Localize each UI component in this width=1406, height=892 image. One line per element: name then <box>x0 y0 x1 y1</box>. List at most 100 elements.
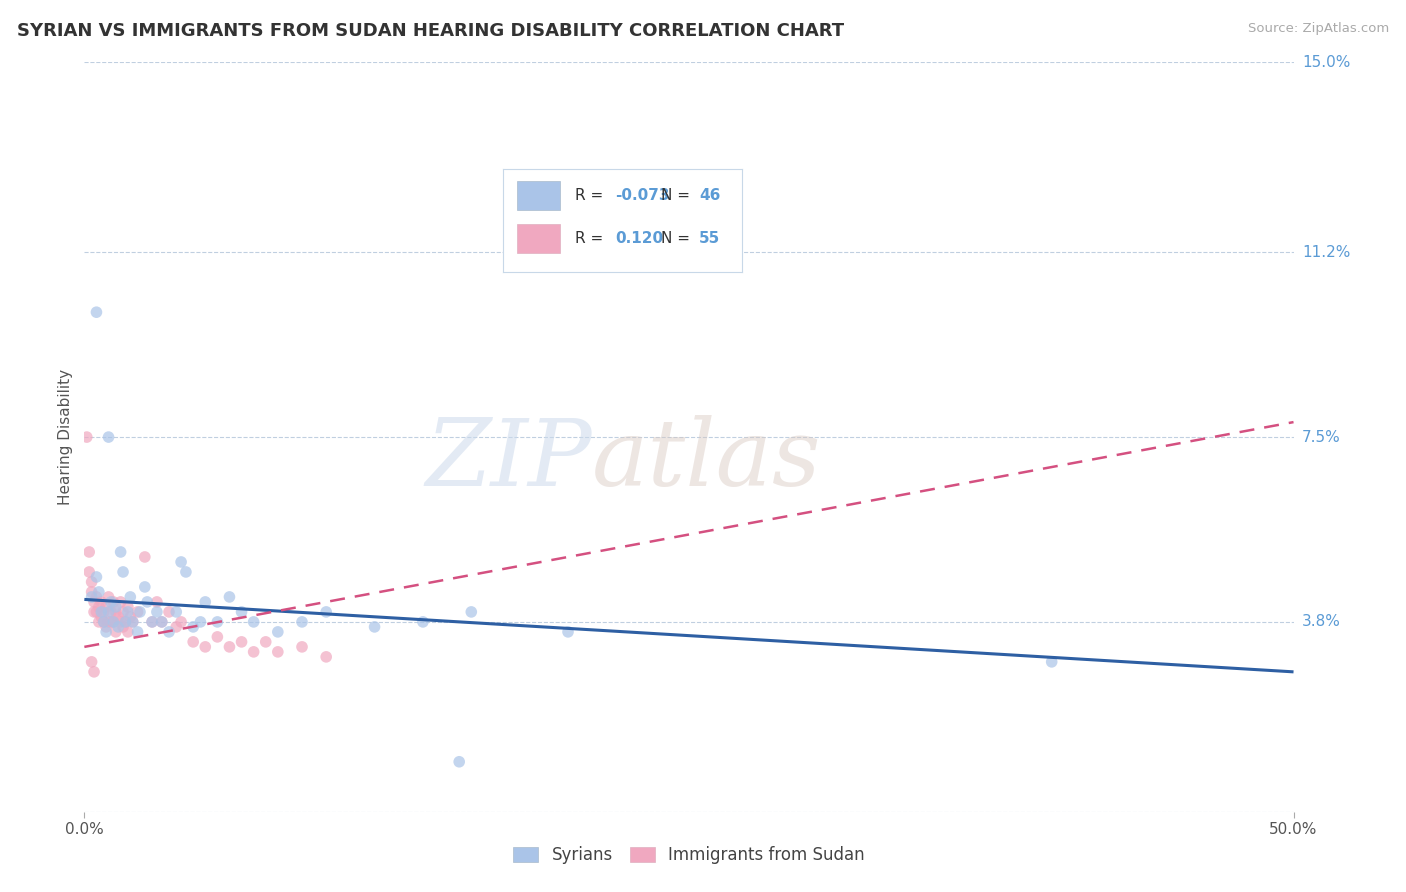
Point <box>110 615 132 629</box>
Point <box>165 605 187 619</box>
Point <box>194 640 217 654</box>
Point <box>104 624 127 639</box>
Point <box>231 635 253 649</box>
Point <box>127 624 149 639</box>
Point <box>190 615 212 629</box>
Text: N =: N = <box>661 188 690 203</box>
Point <box>86 590 108 604</box>
Y-axis label: Hearing Disability: Hearing Disability <box>58 369 73 505</box>
Point <box>134 549 156 564</box>
Point <box>136 595 159 609</box>
Point <box>267 645 290 659</box>
Point <box>254 635 277 649</box>
Text: 46: 46 <box>699 188 721 203</box>
Point <box>94 599 117 614</box>
Point <box>112 605 135 619</box>
Point <box>449 755 471 769</box>
Point <box>87 599 110 614</box>
Point <box>1040 655 1063 669</box>
Point <box>557 624 579 639</box>
Point <box>117 599 139 614</box>
Text: 11.2%: 11.2% <box>1302 244 1350 260</box>
Point <box>112 620 135 634</box>
Text: 3.8%: 3.8% <box>1302 615 1341 630</box>
Point <box>121 615 143 629</box>
Point <box>242 645 264 659</box>
Point <box>231 605 253 619</box>
Point <box>146 605 169 619</box>
Point <box>94 624 117 639</box>
Point <box>103 615 125 629</box>
Point <box>315 605 337 619</box>
Point <box>103 615 125 629</box>
Point <box>207 615 229 629</box>
Point <box>207 630 229 644</box>
Point <box>218 590 240 604</box>
Bar <box>517 225 560 253</box>
Point <box>181 635 204 649</box>
Point <box>121 615 143 629</box>
Text: atlas: atlas <box>592 415 821 505</box>
Point <box>97 590 120 604</box>
Point <box>146 595 169 609</box>
Point <box>80 585 103 599</box>
Point <box>291 640 314 654</box>
Point <box>141 615 163 629</box>
Point <box>94 620 117 634</box>
Text: R =: R = <box>575 188 603 203</box>
Point <box>117 605 139 619</box>
Point <box>120 590 142 604</box>
Point <box>97 605 120 619</box>
Point <box>110 545 132 559</box>
Point <box>291 615 314 629</box>
Point <box>77 545 100 559</box>
Point <box>127 605 149 619</box>
Point <box>150 615 173 629</box>
Text: ZIP: ZIP <box>426 415 592 505</box>
Point <box>194 595 217 609</box>
Point <box>150 615 173 629</box>
Point <box>80 574 103 589</box>
Point <box>87 585 110 599</box>
Text: 55: 55 <box>699 231 720 246</box>
Point <box>100 605 122 619</box>
Point <box>134 580 156 594</box>
Point <box>363 620 385 634</box>
Point <box>83 665 105 679</box>
Point <box>86 305 108 319</box>
Point <box>83 605 105 619</box>
Point <box>103 595 125 609</box>
Text: 7.5%: 7.5% <box>1302 430 1340 444</box>
Point <box>315 649 337 664</box>
Point <box>129 605 152 619</box>
Point <box>157 624 180 639</box>
Point <box>460 605 482 619</box>
Point <box>114 615 136 629</box>
Point <box>157 605 180 619</box>
Text: R =: R = <box>575 231 603 246</box>
Point <box>117 624 139 639</box>
Text: N =: N = <box>661 231 690 246</box>
Point <box>93 615 115 629</box>
Text: -0.073: -0.073 <box>616 188 669 203</box>
Point <box>76 430 98 444</box>
Point <box>104 605 127 619</box>
Point <box>90 595 112 609</box>
Point <box>83 595 105 609</box>
Point <box>93 615 115 629</box>
Point <box>114 615 136 629</box>
Point <box>242 615 264 629</box>
Point <box>77 565 100 579</box>
Point <box>80 655 103 669</box>
Point <box>90 610 112 624</box>
Legend: Syrians, Immigrants from Sudan: Syrians, Immigrants from Sudan <box>506 839 872 871</box>
Point <box>80 590 103 604</box>
Point <box>97 430 120 444</box>
Point <box>218 640 240 654</box>
Point <box>86 570 108 584</box>
Point <box>174 565 197 579</box>
Point <box>100 615 122 629</box>
Point <box>181 620 204 634</box>
Point <box>112 565 135 579</box>
Point <box>97 615 120 629</box>
